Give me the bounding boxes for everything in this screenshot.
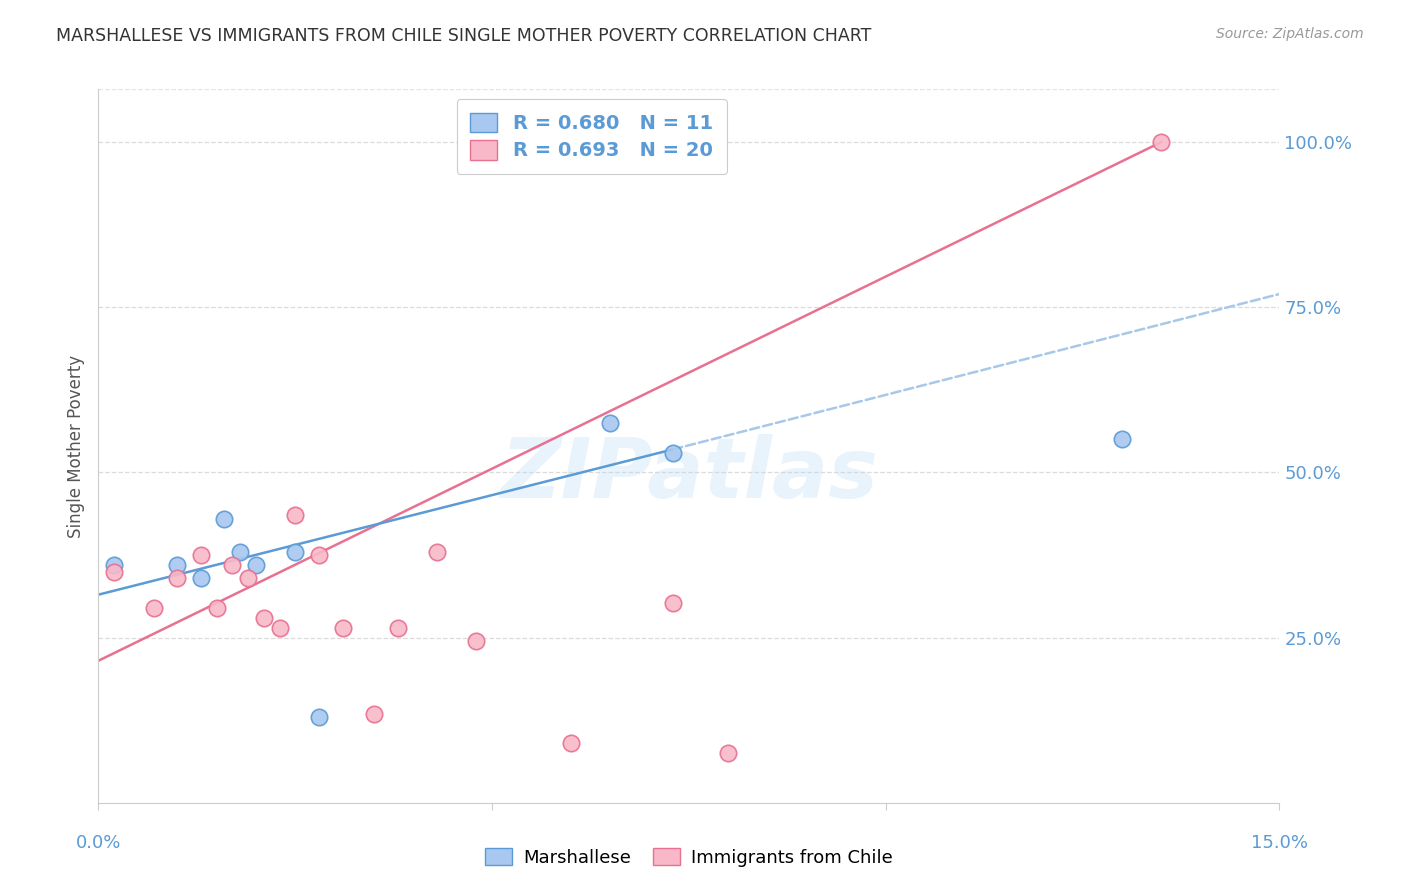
Point: [284, 545, 307, 559]
Legend: R = 0.680   N = 11, R = 0.693   N = 20: R = 0.680 N = 11, R = 0.693 N = 20: [457, 99, 727, 174]
Legend: Marshallese, Immigrants from Chile: Marshallese, Immigrants from Chile: [478, 841, 900, 874]
Text: 0.0%: 0.0%: [76, 834, 121, 852]
Point: [717, 746, 740, 760]
Point: [245, 558, 267, 572]
Point: [308, 710, 330, 724]
Point: [465, 634, 488, 648]
Point: [190, 571, 212, 585]
Point: [387, 621, 409, 635]
Point: [253, 611, 276, 625]
Point: [103, 558, 125, 572]
Point: [560, 736, 582, 750]
Point: [1150, 135, 1173, 149]
Text: MARSHALLESE VS IMMIGRANTS FROM CHILE SINGLE MOTHER POVERTY CORRELATION CHART: MARSHALLESE VS IMMIGRANTS FROM CHILE SIN…: [56, 27, 872, 45]
Point: [599, 416, 621, 430]
Point: [308, 548, 330, 562]
Point: [1111, 433, 1133, 447]
Point: [426, 545, 449, 559]
Point: [103, 565, 125, 579]
Text: 15.0%: 15.0%: [1251, 834, 1308, 852]
Point: [205, 600, 228, 615]
Point: [190, 548, 212, 562]
Point: [236, 571, 259, 585]
Y-axis label: Single Mother Poverty: Single Mother Poverty: [66, 354, 84, 538]
Point: [214, 511, 236, 525]
Point: [166, 571, 188, 585]
Point: [662, 596, 685, 610]
Point: [269, 621, 291, 635]
Point: [221, 558, 243, 572]
Point: [332, 621, 354, 635]
Point: [166, 558, 188, 572]
Point: [284, 508, 307, 523]
Point: [662, 445, 685, 459]
Point: [142, 600, 165, 615]
Point: [229, 545, 252, 559]
Text: ZIPatlas: ZIPatlas: [501, 434, 877, 515]
Point: [363, 706, 385, 721]
Text: Source: ZipAtlas.com: Source: ZipAtlas.com: [1216, 27, 1364, 41]
